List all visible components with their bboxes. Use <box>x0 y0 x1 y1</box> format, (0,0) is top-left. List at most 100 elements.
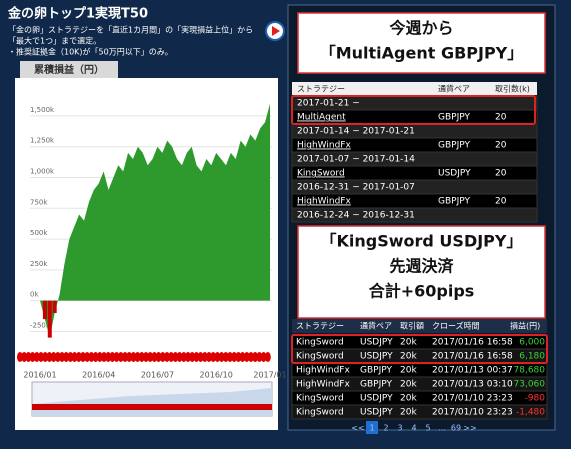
cell: 2017/01/10 23:23 <box>432 408 513 418</box>
flag-marker <box>96 352 103 362</box>
page-link[interactable]: << <box>351 424 364 433</box>
page-link[interactable]: 4 <box>411 424 416 433</box>
flag-marker <box>54 352 61 362</box>
flag-marker <box>88 352 95 362</box>
flag-marker <box>50 352 57 362</box>
flag-marker <box>264 352 271 362</box>
flag-marker <box>122 352 128 362</box>
cell: USDJPY <box>360 352 393 362</box>
flag-marker <box>197 352 204 362</box>
flag-marker <box>248 352 254 362</box>
cell: HighWindFx <box>296 380 350 390</box>
flag-marker <box>17 352 23 362</box>
flag-marker <box>113 352 120 362</box>
callout-text: 先週決済 <box>389 257 454 276</box>
cell: 20k <box>400 338 417 348</box>
page-link[interactable]: ... <box>438 424 446 433</box>
cell: 20k <box>400 380 417 390</box>
negative-bar <box>52 300 57 313</box>
column-header: ストラテジー <box>296 322 344 331</box>
cell: 73,060 <box>514 380 546 390</box>
flag-marker <box>206 352 212 362</box>
flag-marker <box>101 352 107 362</box>
flag-marker <box>29 352 36 362</box>
cell: 2016-12-31 ~ 2017-01-07 <box>297 183 415 193</box>
flag-marker <box>147 352 154 362</box>
cell: 2017/01/16 16:58 <box>432 338 513 348</box>
callout-box <box>297 12 546 74</box>
flag-marker <box>189 352 196 362</box>
page-link[interactable]: 3 <box>397 424 402 433</box>
flag-marker <box>21 352 28 362</box>
negative-bar <box>42 300 47 320</box>
flag-marker <box>25 352 32 362</box>
callout-box <box>297 225 546 319</box>
tab[interactable] <box>20 61 118 78</box>
cell: 2017/01/16 16:58 <box>432 352 513 362</box>
flag-marker <box>138 352 145 362</box>
flag-marker <box>243 352 250 362</box>
page-link[interactable]: >> <box>463 424 476 433</box>
flag-marker <box>92 352 99 362</box>
cell: 20 <box>495 197 507 207</box>
flag-marker <box>59 352 65 362</box>
cell: 6,000 <box>519 338 545 348</box>
flag-marker <box>210 352 217 362</box>
x-tick-label: 2016/04 <box>82 371 115 380</box>
cell: 2017-01-21 ~ <box>297 99 360 109</box>
table-header <box>292 82 537 95</box>
cell: 6,180 <box>519 352 545 362</box>
cell: 20k <box>400 394 417 404</box>
cell: 2017/01/13 03:10 <box>432 380 513 390</box>
column-header: ストラテジー <box>297 85 345 94</box>
page-link[interactable]: 1 <box>369 424 374 433</box>
period-row <box>291 207 538 223</box>
cell: 2017-01-07 ~ 2017-01-14 <box>297 155 415 165</box>
flag-marker <box>151 352 158 362</box>
page-link[interactable]: 69 <box>451 424 461 433</box>
y-tick-label: 750k <box>30 198 48 206</box>
title: 金の卵トップ1実現T50 <box>7 6 148 22</box>
page-link[interactable]: 2 <box>383 424 388 433</box>
flag-marker <box>193 352 200 362</box>
flag-marker <box>33 352 40 362</box>
page-link[interactable]: 5 <box>425 424 430 433</box>
column-header: 取引数(k) <box>495 84 530 94</box>
y-tick-label: 0k <box>30 291 39 299</box>
flag-marker <box>46 352 53 362</box>
cell: GBPJPY <box>360 366 392 376</box>
flag-marker <box>126 352 133 362</box>
highlight <box>291 334 548 364</box>
x-tick-label: 2017/01 <box>253 371 286 380</box>
cell: 20k <box>400 366 417 376</box>
column-header: クローズ時間 <box>432 321 480 331</box>
flag-marker <box>222 352 229 362</box>
y-tick-label: 250k <box>30 260 48 268</box>
flag-marker <box>180 352 187 362</box>
flag-marker <box>75 352 82 362</box>
cell: GBPJPY <box>438 197 470 207</box>
y-tick-label: 500k <box>30 229 48 237</box>
cell: 2017/01/13 00:37 <box>432 366 513 376</box>
flag-marker <box>105 352 112 362</box>
cell: HighWindFx <box>297 141 351 151</box>
cell: 20k <box>400 352 417 362</box>
flag-marker <box>176 352 183 362</box>
note: 「金の卵」ストラテジーを「直近1カ月間」の「実現損益上位」から <box>8 25 253 35</box>
flag-marker <box>67 352 74 362</box>
flag-marker <box>71 352 78 362</box>
cell: 78,680 <box>514 366 546 376</box>
callout-text: 合計+60pips <box>369 282 475 301</box>
cell: 2017-01-14 ~ 2017-01-21 <box>297 127 415 137</box>
flag-marker <box>109 352 116 362</box>
cell: 2017/01/10 23:23 <box>432 394 513 404</box>
flag-marker <box>130 352 137 362</box>
cell: KingSword <box>297 169 345 179</box>
callout-text: 今週から <box>388 19 453 38</box>
flag-marker <box>260 352 267 362</box>
flag-marker <box>185 352 191 362</box>
flag-marker <box>155 352 162 362</box>
cell: USDJPY <box>360 408 393 418</box>
highlight <box>291 95 536 125</box>
